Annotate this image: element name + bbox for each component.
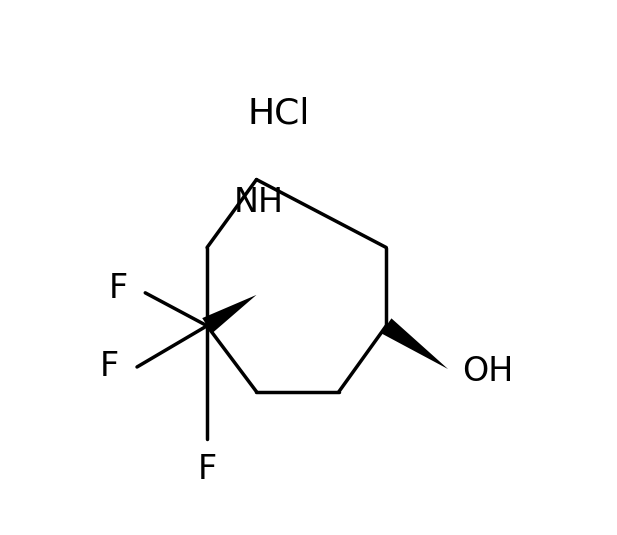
Text: F: F xyxy=(100,350,119,384)
Text: F: F xyxy=(197,454,217,486)
Text: OH: OH xyxy=(463,355,514,387)
Polygon shape xyxy=(202,295,257,333)
Polygon shape xyxy=(381,318,448,369)
Text: NH: NH xyxy=(234,186,284,219)
Text: F: F xyxy=(109,272,128,305)
Text: HCl: HCl xyxy=(248,97,310,131)
